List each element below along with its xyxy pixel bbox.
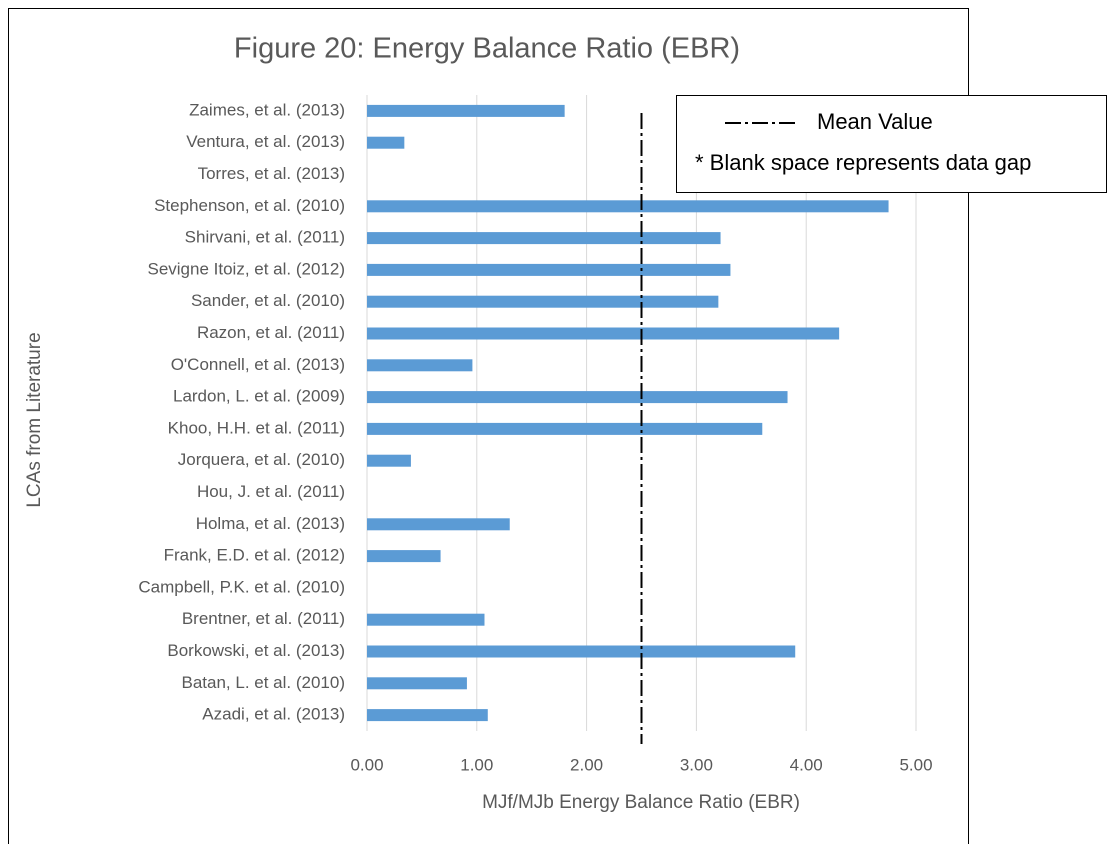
y-tick-label: Hou, J. et al. (2011): [197, 482, 345, 501]
bar: [367, 677, 467, 690]
x-tick-label: 5.00: [899, 755, 932, 774]
bar: [367, 391, 788, 404]
bar: [367, 454, 411, 467]
y-tick-label: Ventura, et al. (2013): [186, 132, 345, 151]
legend-box: [676, 95, 1107, 193]
x-tick-label: 0.00: [350, 755, 383, 774]
bar: [367, 359, 473, 372]
bar: [367, 613, 485, 626]
y-tick-label: Sevigne Itoiz, et al. (2012): [147, 259, 345, 278]
chart-title: Figure 20: Energy Balance Ratio (EBR): [234, 33, 740, 65]
y-tick-label: Shirvani, et al. (2011): [185, 228, 345, 247]
bar: [367, 232, 721, 245]
annotation: * Blank space represents data gap: [695, 150, 1031, 175]
y-tick-label: Borkowski, et al. (2013): [167, 641, 345, 660]
y-tick-label: Batan, L. et al. (2010): [182, 673, 346, 692]
y-tick-label: Azadi, et al. (2013): [202, 705, 345, 724]
legend-label: Mean Value: [817, 109, 933, 134]
bar: [367, 200, 889, 213]
y-tick-label: Lardon, L. et al. (2009): [173, 387, 345, 406]
y-tick-label: Jorquera, et al. (2010): [178, 450, 345, 469]
y-tick-label: Khoo, H.H. et al. (2011): [168, 418, 345, 437]
y-tick-label: Brentner, et al. (2011): [182, 609, 345, 628]
x-tick-label: 1.00: [460, 755, 493, 774]
y-tick-label: Zaimes, et al. (2013): [189, 100, 345, 119]
bar: [367, 295, 719, 308]
bar: [367, 422, 763, 435]
x-tick-label: 4.00: [790, 755, 823, 774]
x-tick-label: 2.00: [570, 755, 603, 774]
y-tick-label: O'Connell, et al. (2013): [171, 355, 345, 374]
y-tick-label: Torres, et al. (2013): [198, 164, 345, 183]
x-tick-label: 3.00: [680, 755, 713, 774]
bar: [367, 136, 405, 149]
y-tick-label: Stephenson, et al. (2010): [154, 196, 345, 215]
y-tick-label: Frank, E.D. et al. (2012): [164, 546, 345, 565]
bar: [367, 709, 488, 722]
bar: [367, 550, 441, 563]
y-axis-title: LCAs from Literature: [24, 332, 45, 507]
y-tick-label: Razon, et al. (2011): [197, 323, 345, 342]
x-axis-title: MJf/MJb Energy Balance Ratio (EBR): [482, 792, 800, 813]
bar: [367, 518, 510, 531]
bar: [367, 263, 731, 276]
bar: [367, 327, 840, 340]
y-tick-label: Campbell, P.K. et al. (2010): [138, 577, 345, 596]
y-tick-label: Sander, et al. (2010): [191, 291, 345, 310]
y-tick-label: Holma, et al. (2013): [196, 514, 345, 533]
bar: [367, 645, 796, 658]
bar: [367, 104, 565, 117]
